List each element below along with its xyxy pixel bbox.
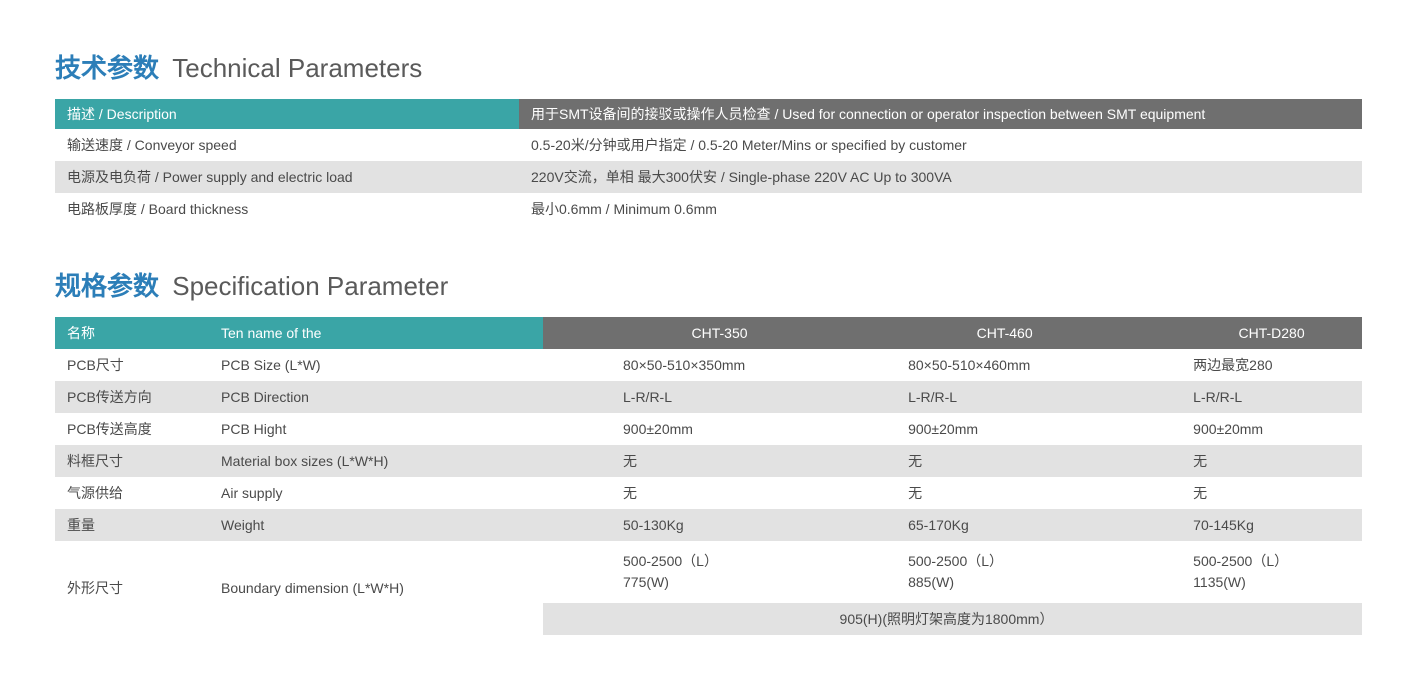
spec-cell: L-R/R-L xyxy=(543,381,828,413)
spec-row-en: PCB Direction xyxy=(209,381,543,413)
spec-cell: L-R/R-L xyxy=(828,381,1113,413)
spec-cell: 900±20mm xyxy=(1113,413,1362,445)
spec-row-en: Air supply xyxy=(209,477,543,509)
table-row: 料框尺寸 Material box sizes (L*W*H) 无 无 无 xyxy=(55,445,1362,477)
spec-cell: 500-2500（L） 775(W) xyxy=(543,541,828,603)
table-row: PCB传送方向 PCB Direction L-R/R-L L-R/R-L L-… xyxy=(55,381,1362,413)
spec-row-en: PCB Size (L*W) xyxy=(209,349,543,381)
tech-title: 技术参数 Technical Parameters xyxy=(55,55,1362,81)
spec-cell-merged: 905(H)(照明灯架高度为1800mm） xyxy=(543,603,1362,635)
tech-value: 最小0.6mm / Minimum 0.6mm xyxy=(519,193,1362,225)
spec-cell: 80×50-510×350mm xyxy=(543,349,828,381)
spec-cell: L-R/R-L xyxy=(1113,381,1362,413)
tech-label: 电路板厚度 / Board thickness xyxy=(55,193,519,225)
tech-label: 描述 / Description xyxy=(55,99,519,129)
tech-value: 0.5-20米/分钟或用户指定 / 0.5-20 Meter/Mins or s… xyxy=(519,129,1362,161)
table-row: 输送速度 / Conveyor speed 0.5-20米/分钟或用户指定 / … xyxy=(55,129,1362,161)
spec-cell: 70-145Kg xyxy=(1113,509,1362,541)
spec-cell: 500-2500（L） 1135(W) xyxy=(1113,541,1362,603)
spec-row-en: Boundary dimension (L*W*H) xyxy=(209,541,543,635)
spec-cell: 两边最宽280 xyxy=(1113,349,1362,381)
tech-label: 输送速度 / Conveyor speed xyxy=(55,129,519,161)
spec-header-en: Ten name of the xyxy=(209,317,543,349)
spec-cell: 50-130Kg xyxy=(543,509,828,541)
tech-title-zh: 技术参数 xyxy=(55,53,159,83)
table-row: 重量 Weight 50-130Kg 65-170Kg 70-145Kg xyxy=(55,509,1362,541)
spec-cell: 无 xyxy=(543,445,828,477)
spec-row-en: Weight xyxy=(209,509,543,541)
spec-title-en: Specification Parameter xyxy=(172,271,448,301)
spec-header-model: CHT-460 xyxy=(828,317,1113,349)
tech-value: 220V交流，单相 最大300伏安 / Single-phase 220V AC… xyxy=(519,161,1362,193)
spec-header-model: CHT-350 xyxy=(543,317,828,349)
table-row: 描述 / Description 用于SMT设备间的接驳或操作人员检查 / Us… xyxy=(55,99,1362,129)
spec-cell: 500-2500（L） 885(W) xyxy=(828,541,1113,603)
table-row: 气源供给 Air supply 无 无 无 xyxy=(55,477,1362,509)
spec-cell: 65-170Kg xyxy=(828,509,1113,541)
spec-cell: 80×50-510×460mm xyxy=(828,349,1113,381)
spec-header-zh: 名称 xyxy=(55,317,209,349)
spec-header-model: CHT-D280 xyxy=(1113,317,1362,349)
spec-row-zh: 外形尺寸 xyxy=(55,541,209,635)
spec-row-zh: 气源供给 xyxy=(55,477,209,509)
spec-row-zh: 重量 xyxy=(55,509,209,541)
spec-row-en: PCB Hight xyxy=(209,413,543,445)
spec-row-en: Material box sizes (L*W*H) xyxy=(209,445,543,477)
tech-value: 用于SMT设备间的接驳或操作人员检查 / Used for connection… xyxy=(519,99,1362,129)
spec-row-zh: PCB传送方向 xyxy=(55,381,209,413)
spec-row-zh: PCB尺寸 xyxy=(55,349,209,381)
tech-label: 电源及电负荷 / Power supply and electric load xyxy=(55,161,519,193)
spec-cell: 900±20mm xyxy=(543,413,828,445)
table-row: 电路板厚度 / Board thickness 最小0.6mm / Minimu… xyxy=(55,193,1362,225)
table-header-row: 名称 Ten name of the CHT-350 CHT-460 CHT-D… xyxy=(55,317,1362,349)
table-row: 外形尺寸 Boundary dimension (L*W*H) 500-2500… xyxy=(55,541,1362,603)
spec-row-zh: PCB传送高度 xyxy=(55,413,209,445)
spec-cell: 无 xyxy=(1113,445,1362,477)
spec-cell: 900±20mm xyxy=(828,413,1113,445)
spec-cell: 无 xyxy=(543,477,828,509)
spec-table: 名称 Ten name of the CHT-350 CHT-460 CHT-D… xyxy=(55,317,1362,635)
table-row: PCB尺寸 PCB Size (L*W) 80×50-510×350mm 80×… xyxy=(55,349,1362,381)
spec-cell: 无 xyxy=(828,445,1113,477)
spec-title: 规格参数 Specification Parameter xyxy=(55,273,1362,299)
tech-table: 描述 / Description 用于SMT设备间的接驳或操作人员检查 / Us… xyxy=(55,99,1362,225)
table-row: 电源及电负荷 / Power supply and electric load … xyxy=(55,161,1362,193)
spec-cell: 无 xyxy=(1113,477,1362,509)
spec-row-zh: 料框尺寸 xyxy=(55,445,209,477)
table-row: PCB传送高度 PCB Hight 900±20mm 900±20mm 900±… xyxy=(55,413,1362,445)
spec-title-zh: 规格参数 xyxy=(55,271,159,301)
spec-cell: 无 xyxy=(828,477,1113,509)
tech-title-en: Technical Parameters xyxy=(172,53,422,83)
